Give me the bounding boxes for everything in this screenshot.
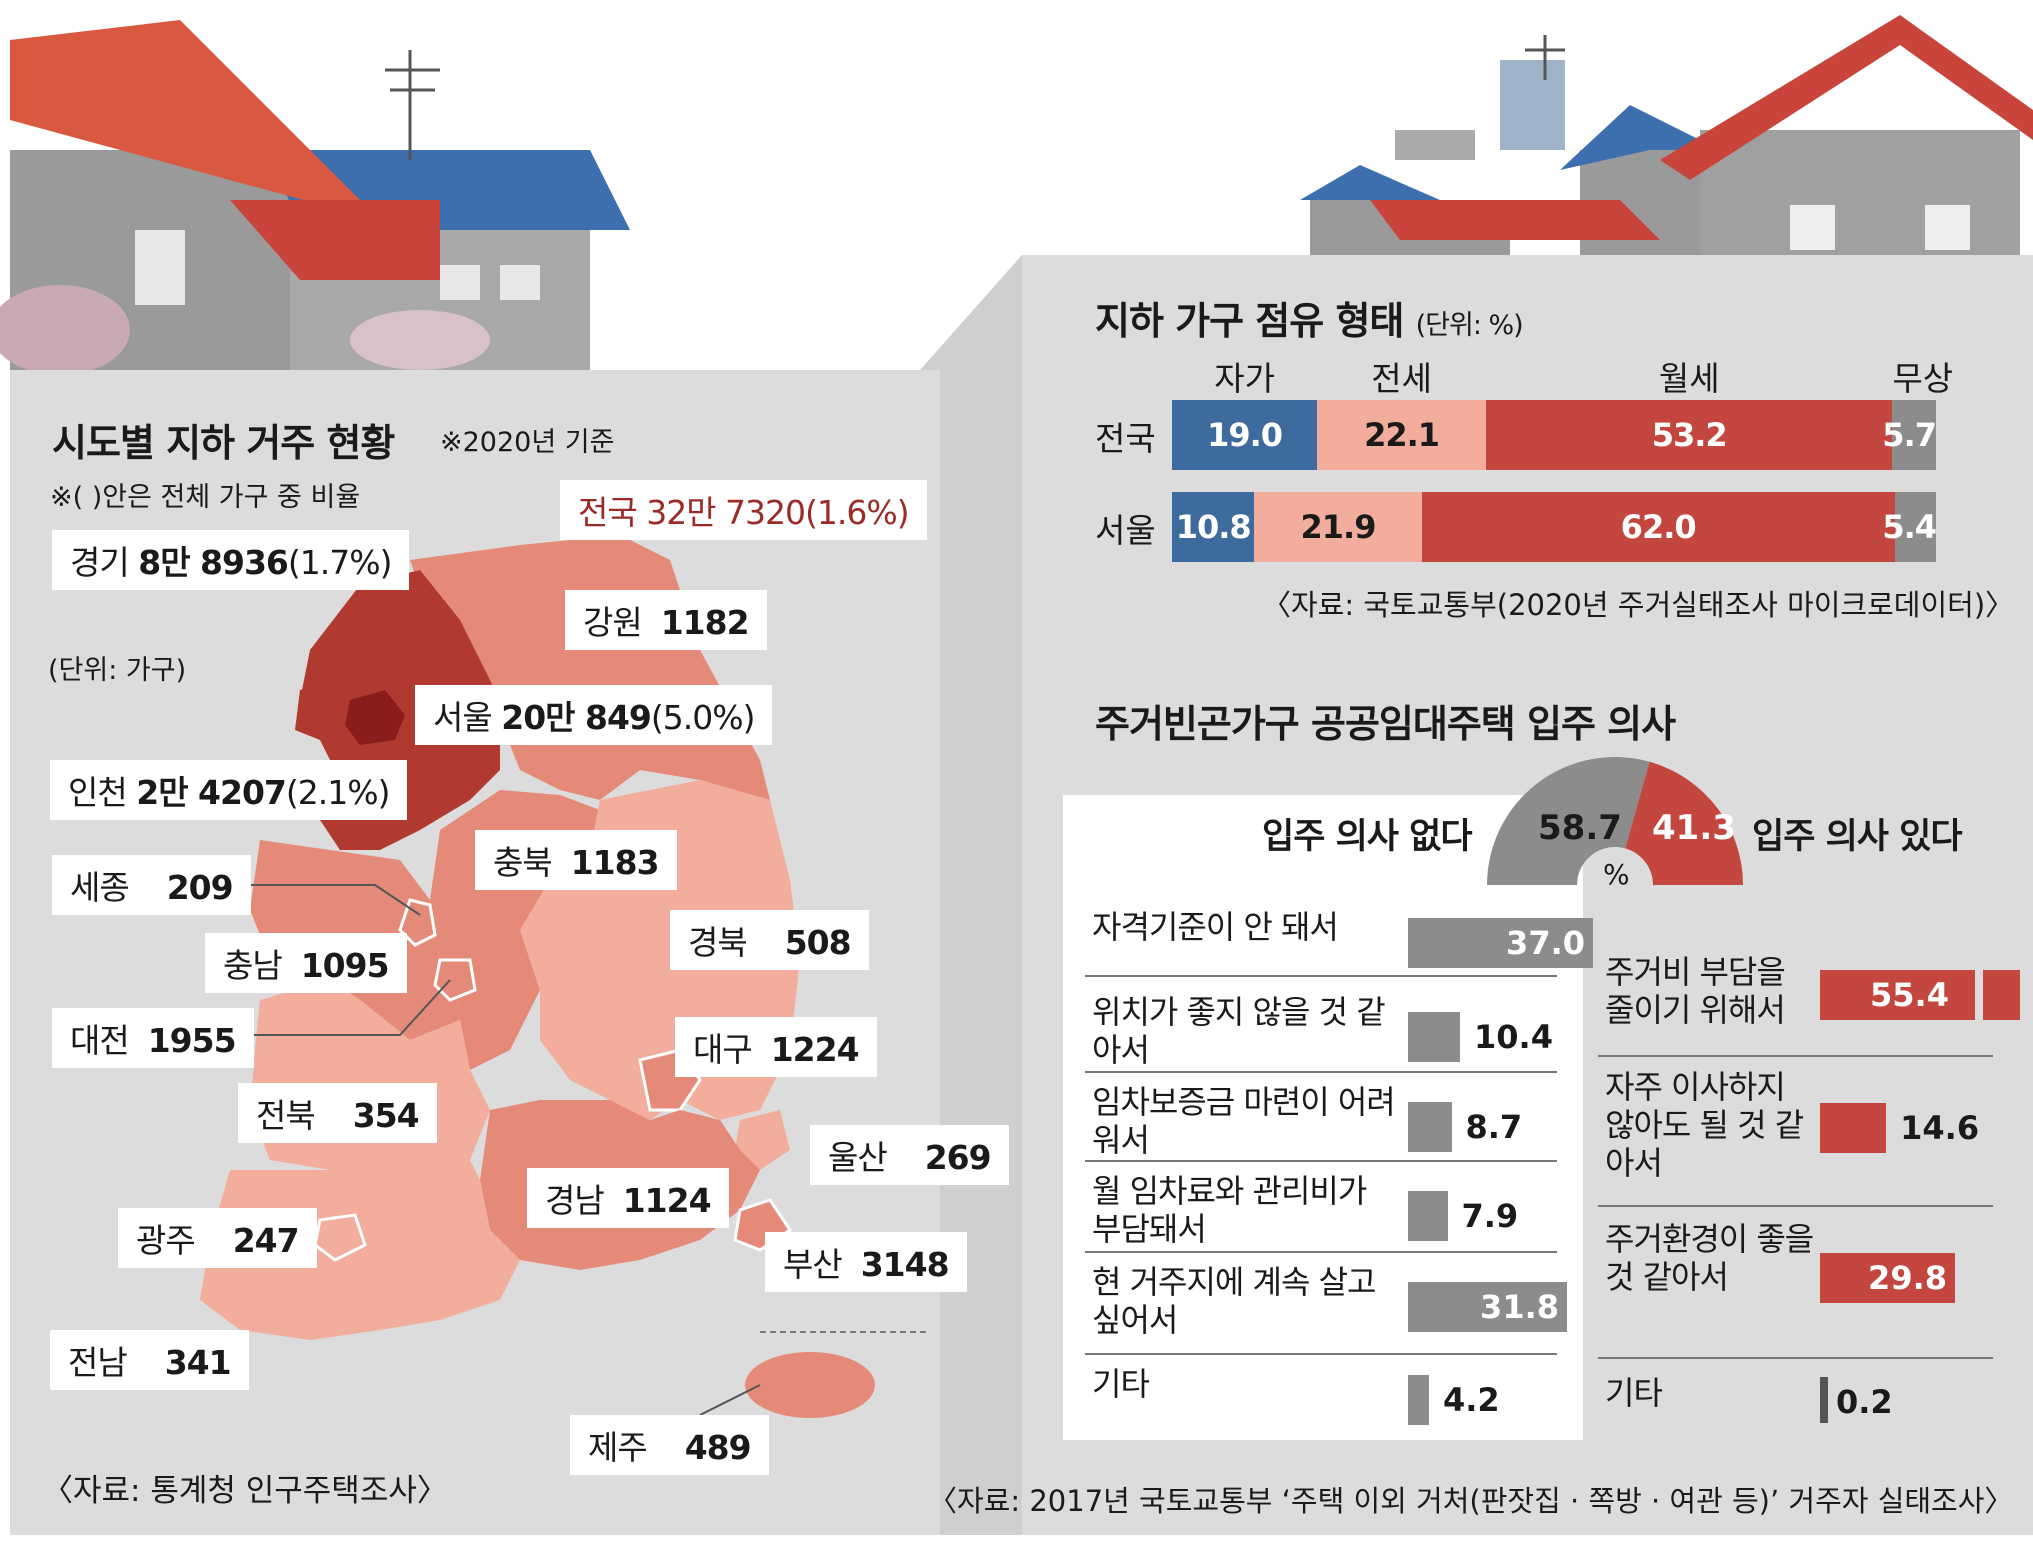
pie-value-yes: 41.3 <box>1652 808 1736 848</box>
tenure-row-label: 서울 <box>1095 511 1156 550</box>
tenure-title: 지하 가구 점유 형태 (단위: %) <box>1095 299 1524 343</box>
yes-reason-bar <box>1820 1377 1828 1423</box>
no-reason-bar <box>1408 1375 1429 1425</box>
yes-reason-bar: 55.4 <box>1820 970 2020 1020</box>
map-label-ulsan: 울산 269 <box>810 1125 1009 1185</box>
no-reason-separator <box>1085 975 1557 977</box>
map-basis: ※2020년 기준 <box>440 427 615 458</box>
yes-reason-label: 주거환경이 좋을 것 같아서 <box>1605 1220 1814 1296</box>
map-label-chungbuk: 충북 1183 <box>475 830 677 890</box>
yes-reason-bar <box>1820 1103 1887 1153</box>
no-reason-label: 기타 <box>1092 1365 1150 1403</box>
no-reason-bar <box>1408 1102 1452 1152</box>
region-incheon <box>295 680 340 740</box>
no-reason-value: 10.4 <box>1474 1018 1553 1056</box>
map-label-jeju: 제주 489 <box>570 1415 769 1475</box>
no-reason-label: 월 임차료와 관리비가 부담돼서 <box>1092 1172 1367 1248</box>
no-reason-value: 4.2 <box>1443 1381 1500 1419</box>
pie-slice-yes <box>1625 761 1743 885</box>
pie-value-no: 58.7 <box>1538 808 1622 848</box>
left-house-illustration <box>0 20 630 375</box>
no-reason-separator <box>1085 1160 1557 1162</box>
yes-reason-bar-break <box>1975 970 1983 1020</box>
no-reason-label: 자격기준이 안 돼서 <box>1092 908 1339 946</box>
map-note: ※( )안은 전체 가구 중 비율 <box>50 482 361 513</box>
no-reason-separator <box>1085 1071 1557 1073</box>
tenure-segment-wolse: 62.0 <box>1421 492 1895 562</box>
yes-reason-label: 주거비 부담을 줄이기 위해서 <box>1605 953 1786 1029</box>
map-label-seoul: 서울 20만 849(5.0%) <box>415 685 773 745</box>
intent-half-pie <box>1487 757 1743 885</box>
tenure-legend-jeonse: 전세 <box>1371 359 1432 398</box>
tenure-segment-free: 5.7 <box>1882 400 1937 470</box>
map-source: 〈자료: 통계청 인구주택조사〉 <box>42 1473 448 1509</box>
map-title: 시도별 지하 거주 현황 <box>52 421 395 465</box>
no-reason-bar: 31.8 <box>1408 1282 1567 1332</box>
yes-reason-separator <box>1598 1205 1993 1207</box>
tenure-segment-free: 5.4 <box>1882 492 1937 562</box>
region-daejeon <box>433 958 477 1002</box>
intent-title: 주거빈곤가구 공공임대주택 입주 의사 <box>1095 702 1676 746</box>
tenure-segment-owned: 19.0 <box>1172 400 1318 470</box>
region-sejong <box>398 898 437 947</box>
yes-reason-value: 14.6 <box>1900 1109 1980 1147</box>
no-reason-value: 8.7 <box>1465 1108 1523 1146</box>
no-reason-bar: 37.0 <box>1408 918 1593 968</box>
region-seoul <box>345 690 405 745</box>
tenure-segment-jeonse: 22.1 <box>1317 400 1486 470</box>
tenure-legend-owned: 자가 <box>1214 359 1275 398</box>
yes-reason-separator <box>1598 1357 1993 1359</box>
tenure-row-label: 전국 <box>1095 419 1156 458</box>
pie-slice-no <box>1487 757 1650 885</box>
no-reason-label: 현 거주지에 계속 살고 싶어서 <box>1092 1263 1376 1339</box>
map-label-sejong: 세종 209 <box>52 855 251 915</box>
intent-no-label: 입주 의사 없다 <box>1262 817 1473 857</box>
map-label-gangwon: 강원 1182 <box>565 590 767 650</box>
map-label-busan: 부산 3148 <box>765 1232 967 1292</box>
tenure-legend-wolse: 월세 <box>1658 359 1720 398</box>
tenure-row: 19.0 22.1 53.2 5.7 <box>1172 400 1937 470</box>
tenure-row: 10.8 21.9 62.0 5.4 <box>1172 492 1937 562</box>
yes-reason-value: 0.2 <box>1836 1383 1893 1421</box>
map-label-daegu: 대구 1224 <box>675 1017 877 1077</box>
map-label-gyeongnam: 경남 1124 <box>527 1168 729 1228</box>
map-unit: (단위: 가구) <box>48 655 187 686</box>
tenure-segment-owned: 10.8 <box>1172 492 1255 562</box>
tenure-segment-wolse: 53.2 <box>1486 400 1893 470</box>
no-reason-separator <box>1085 1353 1557 1355</box>
intent-source: 〈자료: 2017년 국토교통부 ‘주택 이외 거처(판잣집 · 쪽방 · 여관… <box>928 1484 2014 1518</box>
yes-reason-label: 기타 <box>1605 1374 1663 1412</box>
region-jeju <box>745 1352 875 1418</box>
map-label-jeonnam: 전남 341 <box>50 1330 249 1390</box>
no-reasons-box <box>1063 795 1583 1440</box>
houses-illustration <box>0 15 2033 375</box>
map-label-gwangju: 광주 247 <box>118 1208 317 1268</box>
tenure-segment-jeonse: 21.9 <box>1254 492 1422 562</box>
national-total-label: 전국 32만 7320(1.6%) <box>560 480 927 540</box>
no-reason-bar <box>1408 1012 1460 1062</box>
no-reason-label: 위치가 좋지 않을 것 같아서 <box>1092 993 1386 1069</box>
map-label-jeonbuk: 전북 354 <box>238 1083 437 1143</box>
map-label-chungnam: 충남 1095 <box>205 933 407 993</box>
tenure-source: 〈자료: 국토교통부(2020년 주거실태조사 마이크로데이터)〉 <box>1262 588 2015 622</box>
yes-reason-separator <box>1598 1055 1993 1057</box>
map-label-gyeongbuk: 경북 508 <box>670 910 869 970</box>
tenure-legend-free: 무상 <box>1892 359 1954 398</box>
no-reason-bar <box>1408 1191 1448 1241</box>
pie-pct-symbol: % <box>1603 858 1630 891</box>
right-house-illustration <box>1300 15 2033 260</box>
no-reason-label: 임차보증금 마련이 어려워서 <box>1092 1083 1396 1159</box>
no-reason-separator <box>1085 1251 1557 1253</box>
map-label-daejeon: 대전 1955 <box>52 1008 254 1068</box>
yes-reason-label: 자주 이사하지 않아도 될 것 같아서 <box>1605 1068 1804 1182</box>
yes-reason-bar: 29.8 <box>1820 1253 1955 1303</box>
no-reason-value: 7.9 <box>1461 1197 1519 1235</box>
region-ulsan <box>735 1110 790 1170</box>
map-label-gyeonggi: 경기 8만 8936(1.7%) <box>52 530 410 590</box>
intent-yes-label: 입주 의사 있다 <box>1752 817 1963 857</box>
map-label-incheon: 인천 2만 4207(2.1%) <box>50 760 408 820</box>
region-jeonnam <box>200 1160 520 1340</box>
